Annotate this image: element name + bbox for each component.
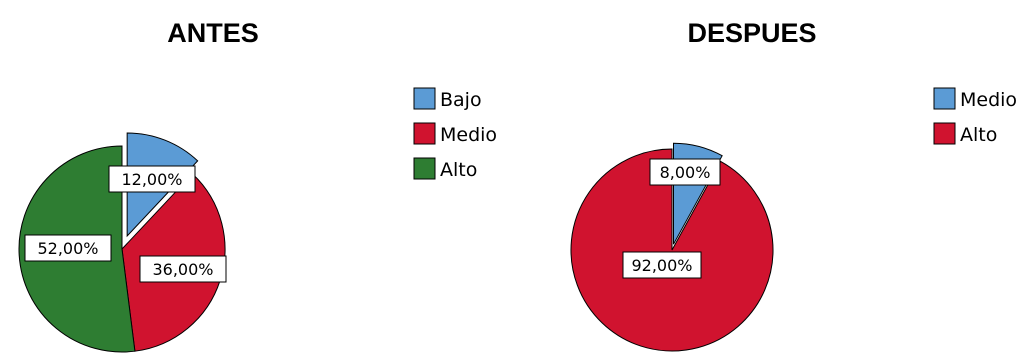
legend-despues: Medio Alto (933, 87, 1017, 146)
slice-despues-alto (570, 148, 774, 352)
legend-swatch-antes-medio (413, 122, 436, 145)
legend-label-despues-medio: Medio (960, 89, 1017, 111)
legend-antes: Bajo Medio Alto (413, 87, 497, 181)
legend-swatch-antes-alto (413, 157, 436, 180)
data-label-despues-medio: 8,00% (660, 163, 711, 182)
data-label-box-antes-medio (139, 255, 227, 283)
legend-swatch-antes-bajo (413, 87, 436, 110)
data-label-box-antes-bajo (108, 165, 196, 193)
chart-antes: ANTES 12,00% 36,00% 52,00% Bajo Medio Alto (18, 18, 497, 353)
data-label-antes-alto: 52,00% (37, 239, 98, 258)
pie-antes: 12,00% 36,00% 52,00% (18, 132, 227, 353)
legend-label-antes-alto: Alto (440, 159, 477, 181)
legend-label-despues-alto: Alto (960, 124, 997, 146)
data-label-box-antes-alto (24, 234, 112, 262)
legend-swatch-despues-medio (933, 87, 956, 110)
chart-despues: DESPUES 8,00% 92,00% Medio Alto (570, 18, 1017, 352)
data-label-antes-bajo: 12,00% (121, 170, 182, 189)
data-label-despues-alto: 92,00% (631, 256, 692, 275)
data-label-antes-medio: 36,00% (152, 260, 213, 279)
legend-label-antes-medio: Medio (440, 124, 497, 146)
legend-label-antes-bajo: Bajo (440, 89, 482, 111)
data-label-box-despues-medio (649, 158, 721, 186)
chart-title-despues: DESPUES (687, 18, 816, 48)
data-label-box-despues-alto (622, 251, 702, 279)
pie-despues: 8,00% 92,00% (570, 142, 774, 352)
chart-title-antes: ANTES (167, 18, 259, 48)
legend-swatch-despues-alto (933, 122, 956, 145)
